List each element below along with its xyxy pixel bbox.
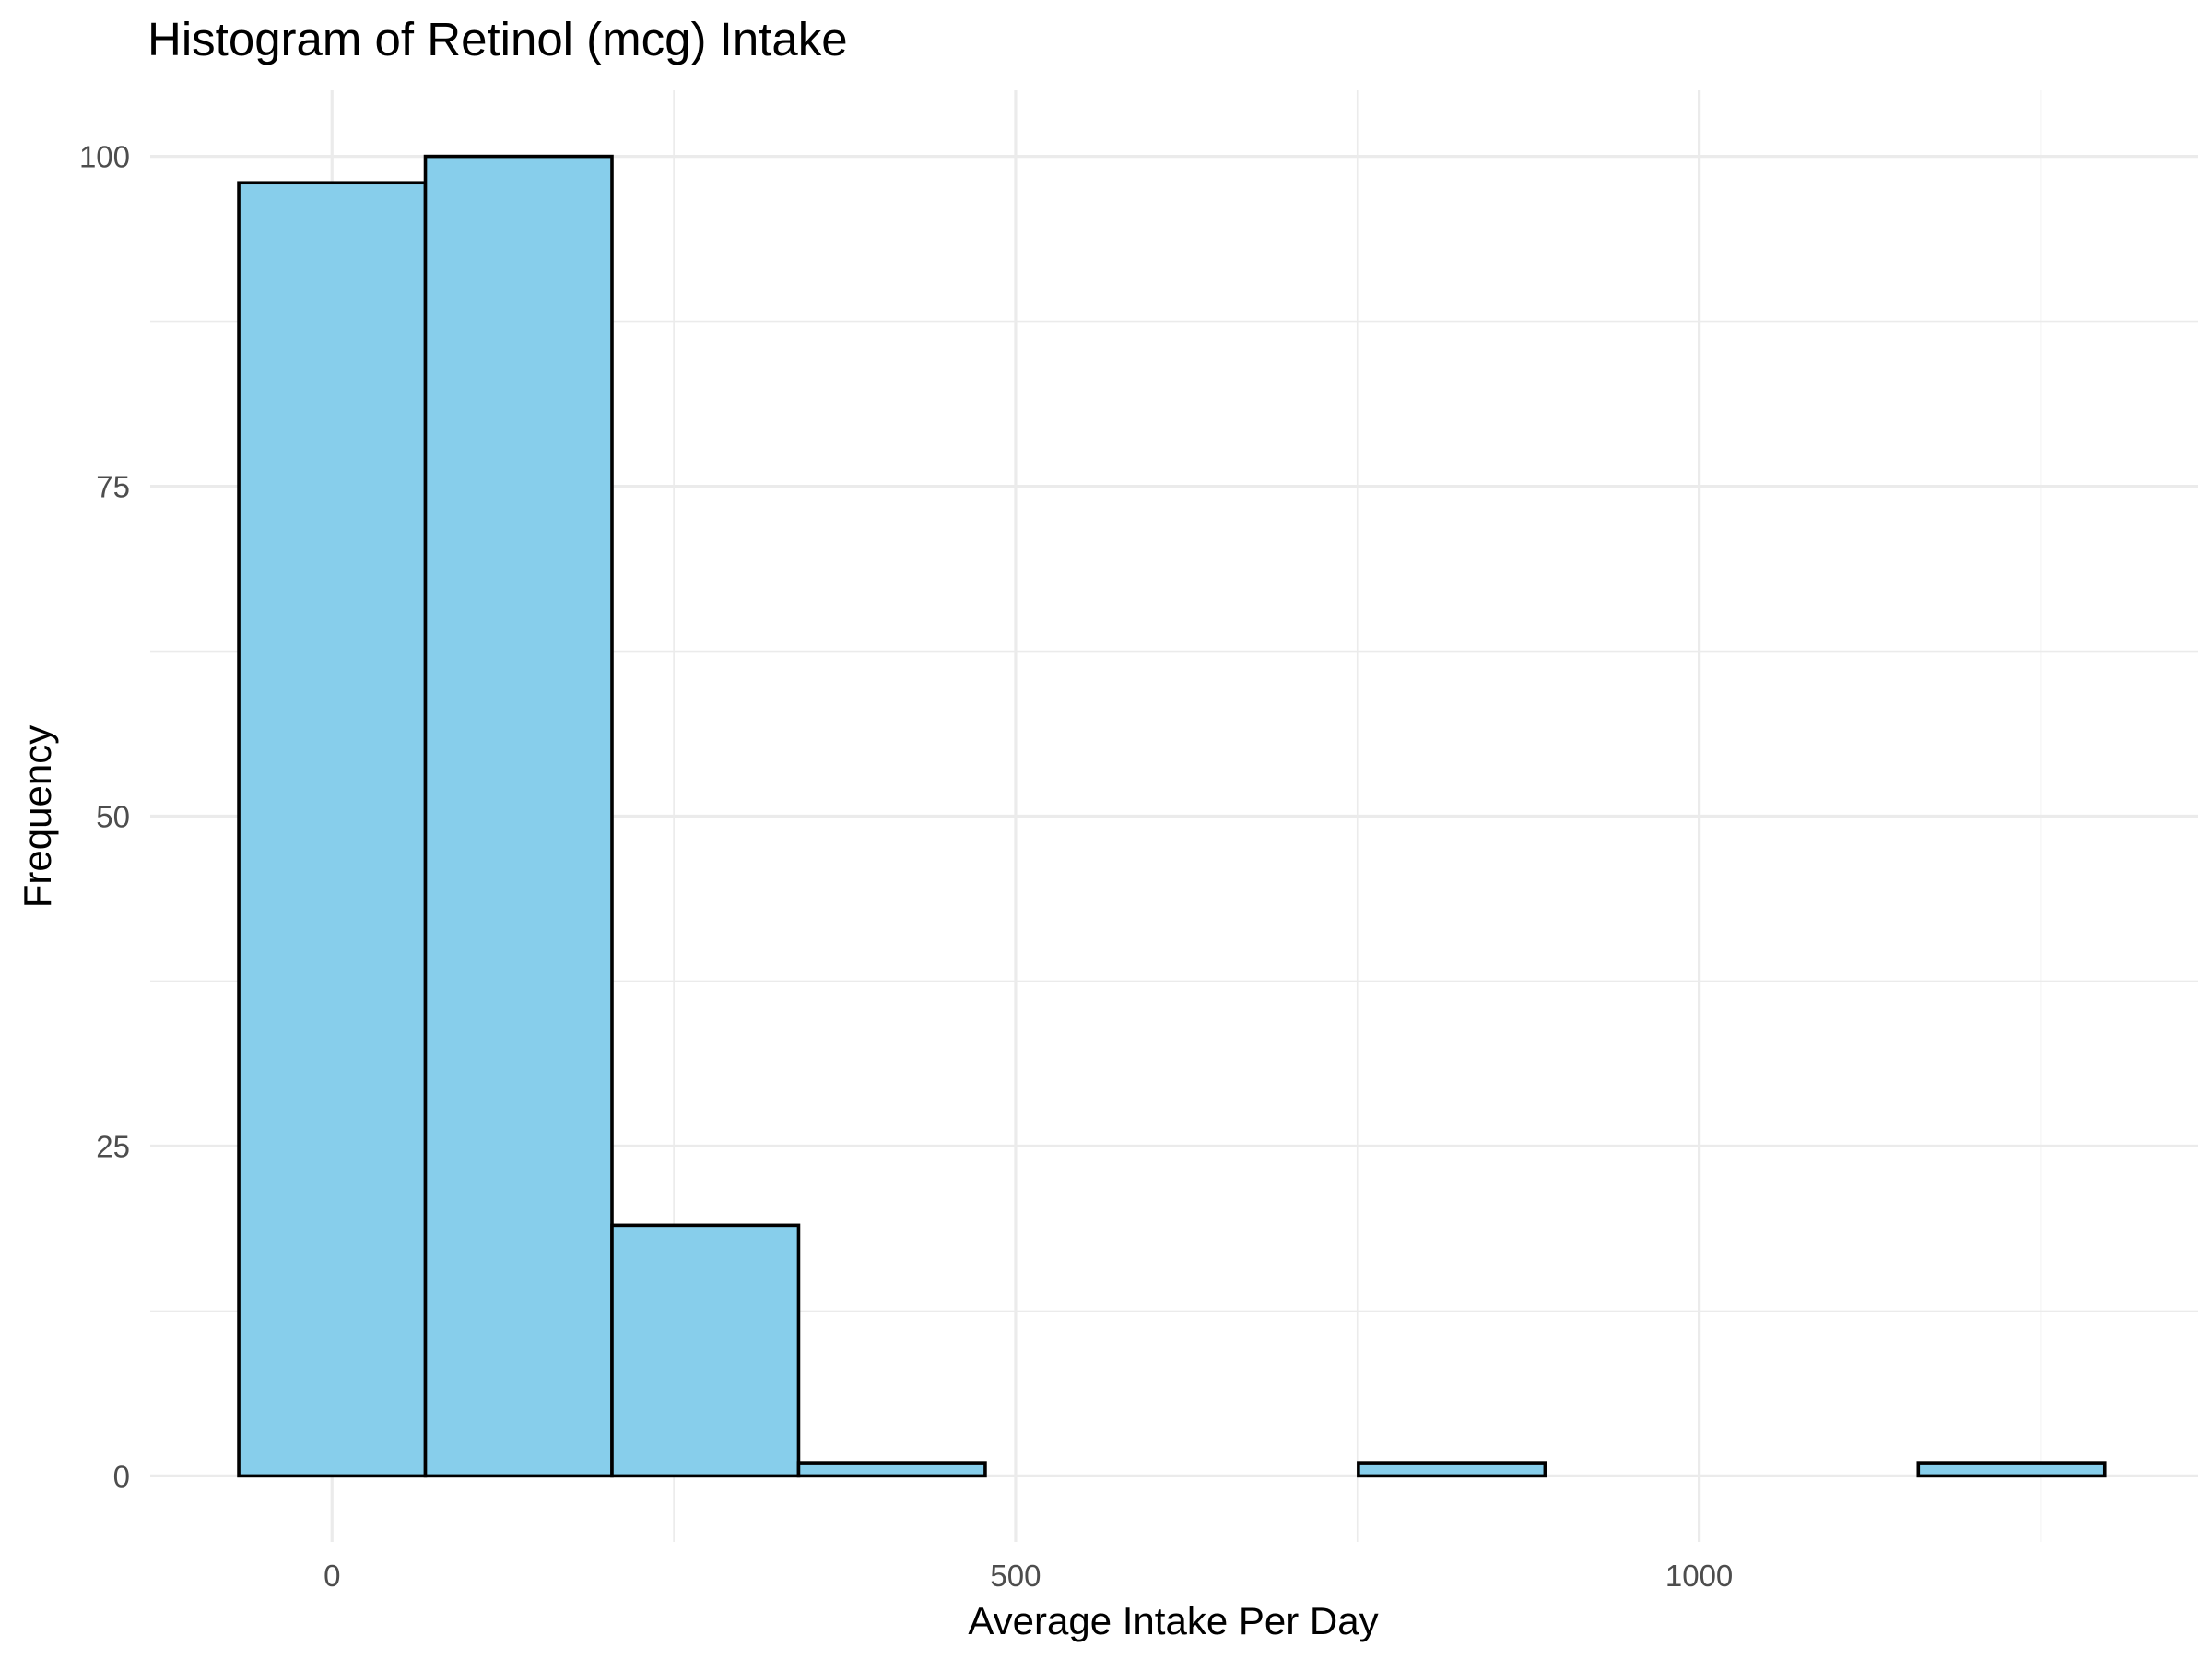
y-axis-title: Frequency [16, 725, 59, 908]
histogram-bar [423, 154, 614, 1478]
y-tick-label: 25 [96, 1129, 130, 1163]
histogram-bar [610, 1223, 801, 1478]
x-axis-title: Average Intake Per Day [968, 1599, 1378, 1642]
y-tick-label: 100 [79, 140, 130, 174]
y-tick-label: 50 [96, 800, 130, 834]
x-tick-label: 500 [990, 1559, 1041, 1593]
histogram-bar [1916, 1461, 2107, 1478]
y-tick-label: 0 [113, 1459, 130, 1493]
x-axis-tick-labels: 0 500 1000 [324, 1559, 1733, 1593]
x-tick-label: 0 [324, 1559, 340, 1593]
histogram-bars [237, 154, 2107, 1478]
histogram-bar [796, 1461, 987, 1478]
histogram-bar [237, 181, 428, 1478]
y-axis-tick-labels: 0 25 50 75 100 [79, 140, 130, 1494]
x-tick-label: 1000 [1665, 1559, 1733, 1593]
y-tick-label: 75 [96, 470, 130, 504]
chart-title: Histogram of Retinol (mcg) Intake [147, 13, 848, 65]
histogram-bar [1357, 1461, 1547, 1478]
